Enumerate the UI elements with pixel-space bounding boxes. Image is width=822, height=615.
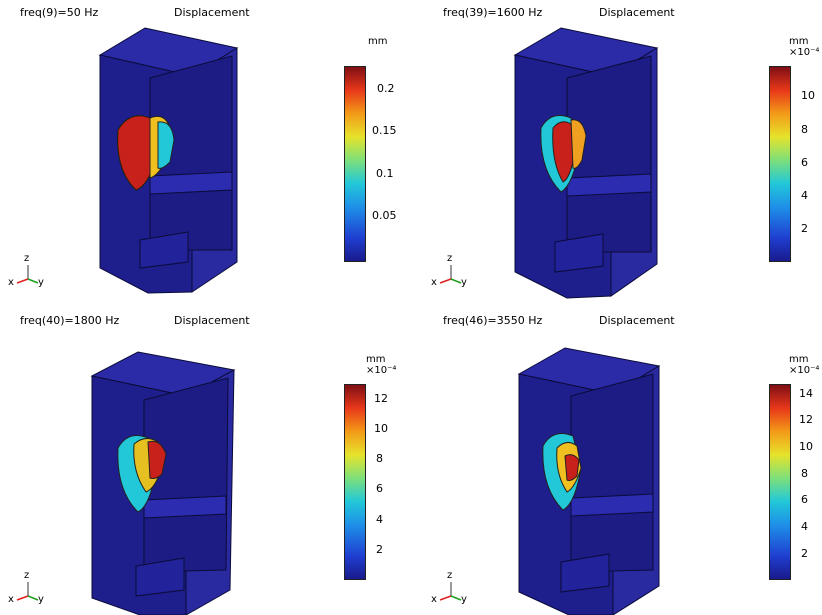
colorbar-tick-label: 12 (799, 413, 813, 426)
axis-y-label: y (38, 594, 44, 605)
colorbar-tick-label: 10 (799, 440, 813, 453)
axis-z-label: z (24, 253, 30, 264)
colorbar-unit: mm ×10⁻⁴ (789, 36, 819, 58)
axis-z-label: z (447, 253, 453, 264)
colorbar-tick-label: 6 (801, 493, 808, 506)
unit-exponent: ×10⁻⁴ (789, 365, 820, 376)
plot-title: Displacement (599, 314, 675, 327)
axis-triad-icon (439, 582, 462, 601)
colorbar-tick-label: 14 (799, 387, 813, 400)
frequency-label: freq(9)=50 Hz (20, 6, 99, 19)
frequency-label: freq(40)=1800 Hz (20, 314, 120, 327)
axis-triad: z x y (8, 253, 54, 293)
plot-title: Displacement (174, 314, 250, 327)
unit-exponent: ×10⁻⁴ (366, 365, 397, 376)
colorbar-tick-label: 0.1 (376, 167, 394, 180)
speaker-model-render (98, 27, 239, 294)
colorbar-tick-label: 0.05 (372, 209, 397, 222)
colorbar-tick-label: 4 (376, 513, 383, 526)
axis-x-label: x (431, 594, 437, 605)
plot-panel-1: freq(9)=50 Hz Displacement mm 0.2 0.15 0… (0, 0, 411, 307)
unit-label: mm (789, 354, 809, 365)
colorbar (769, 66, 791, 262)
colorbar-tick-label: 10 (374, 422, 388, 435)
colorbar-tick-label: 2 (376, 543, 383, 556)
axis-x-label: x (431, 277, 437, 288)
plot-panel-4: freq(46)=3550 Hz Displacement mm ×10⁻⁴ 1… (411, 308, 822, 615)
colorbar (344, 384, 366, 580)
axis-y-label: y (461, 277, 467, 288)
speaker-model-render (517, 347, 661, 615)
speaker-model-render (90, 351, 236, 615)
colorbar-tick-label: 6 (801, 156, 808, 169)
unit-label: mm (368, 36, 388, 47)
axis-x-label: x (8, 594, 14, 605)
axis-triad-icon (16, 582, 39, 601)
plot-panel-2: freq(39)=1600 Hz Displacement mm ×10⁻⁴ 1… (411, 0, 822, 307)
plot-title: Displacement (174, 6, 250, 19)
colorbar-tick-label: 4 (801, 520, 808, 533)
plot-panel-3: freq(40)=1800 Hz Displacement mm ×10⁻⁴ 1… (0, 308, 411, 615)
speaker-model-render (513, 27, 659, 299)
colorbar-tick-label: 2 (801, 547, 808, 560)
colorbar-tick-label: 8 (376, 452, 383, 465)
axis-triad-icon (439, 265, 462, 284)
colorbar-tick-label: 0.2 (377, 82, 395, 95)
plot-title: Displacement (599, 6, 675, 19)
axis-y-label: y (461, 594, 467, 605)
axis-y-label: y (38, 277, 44, 288)
frequency-label: freq(46)=3550 Hz (443, 314, 543, 327)
colorbar-tick-label: 2 (801, 222, 808, 235)
colorbar-unit: mm (368, 36, 387, 47)
axis-z-label: z (447, 570, 453, 581)
colorbar-unit: mm ×10⁻⁴ (789, 354, 819, 376)
axis-triad: z x y (8, 570, 54, 610)
colorbar-unit: mm ×10⁻⁴ (366, 354, 396, 376)
axis-triad-icon (16, 265, 39, 284)
colorbar-tick-label: 4 (801, 189, 808, 202)
colorbar (769, 384, 791, 580)
colorbar-tick-label: 8 (801, 467, 808, 480)
colorbar-tick-label: 8 (801, 123, 808, 136)
axis-z-label: z (24, 570, 30, 581)
colorbar-tick-label: 6 (376, 482, 383, 495)
unit-label: mm (366, 354, 386, 365)
colorbar-tick-label: 0.15 (372, 124, 397, 137)
frequency-label: freq(39)=1600 Hz (443, 6, 543, 19)
colorbar (344, 66, 366, 262)
unit-label: mm (789, 36, 809, 47)
colorbar-tick-label: 12 (374, 392, 388, 405)
axis-triad: z x y (431, 253, 477, 293)
axis-triad: z x y (431, 570, 477, 610)
axis-x-label: x (8, 277, 14, 288)
unit-exponent: ×10⁻⁴ (789, 47, 820, 58)
colorbar-tick-label: 10 (801, 89, 815, 102)
